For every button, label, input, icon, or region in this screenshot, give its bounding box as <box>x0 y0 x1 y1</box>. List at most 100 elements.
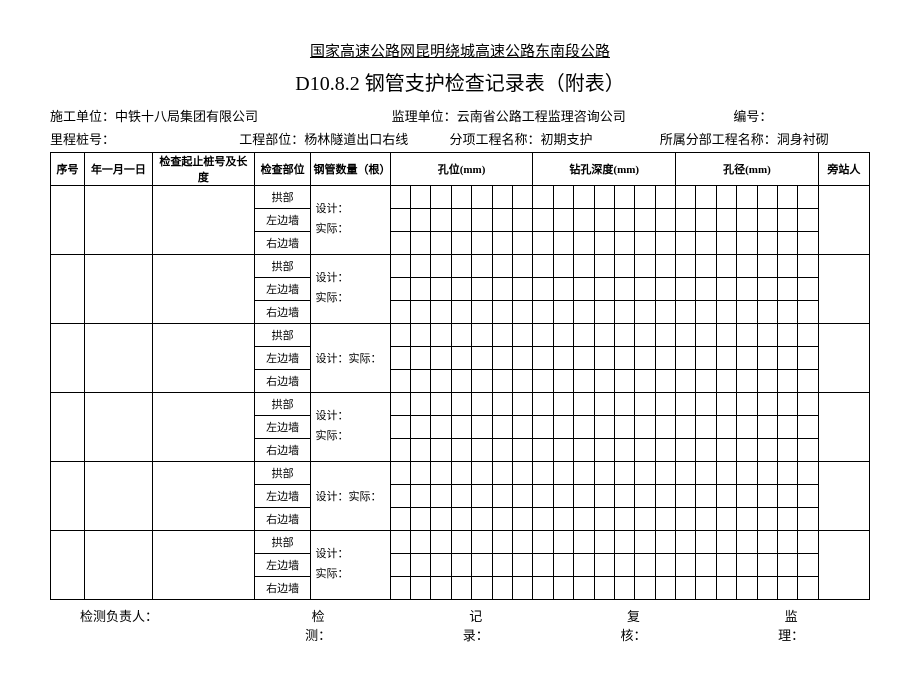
data-cell <box>472 416 492 439</box>
data-cell <box>553 278 573 301</box>
data-cell <box>553 485 573 508</box>
data-cell <box>655 324 675 347</box>
data-cell <box>716 393 736 416</box>
data-cell <box>757 347 777 370</box>
data-cell <box>635 416 655 439</box>
data-cell <box>451 577 471 600</box>
data-cell <box>574 255 594 278</box>
data-cell <box>390 278 410 301</box>
seq-cell <box>51 255 85 324</box>
data-cell <box>390 462 410 485</box>
data-cell <box>614 508 634 531</box>
table-body: 拱部设计：实际：左边墙右边墙拱部设计：实际：左边墙右边墙拱部设计：实际：左边墙右… <box>51 186 870 600</box>
data-cell <box>798 347 818 370</box>
data-cell <box>737 209 757 232</box>
data-cell <box>614 301 634 324</box>
data-cell <box>757 255 777 278</box>
data-cell <box>472 255 492 278</box>
observer-cell <box>818 255 869 324</box>
footer-ji: 记 <box>397 606 555 625</box>
data-cell <box>777 485 797 508</box>
label: 里程桩号： <box>50 132 115 147</box>
data-cell <box>431 439 451 462</box>
data-cell <box>614 439 634 462</box>
data-cell <box>757 278 777 301</box>
data-cell <box>716 462 736 485</box>
data-cell <box>635 554 655 577</box>
footer-ce: 测： <box>239 625 397 644</box>
data-cell <box>757 462 777 485</box>
data-cell <box>798 439 818 462</box>
data-cell <box>655 209 675 232</box>
data-cell <box>798 393 818 416</box>
page-title-line2: D10.8.2 钢管支护检查记录表（附表） <box>50 67 870 96</box>
data-cell <box>411 232 431 255</box>
data-cell <box>737 462 757 485</box>
data-cell <box>716 347 736 370</box>
data-cell <box>492 370 512 393</box>
data-cell <box>411 531 431 554</box>
data-cell <box>757 577 777 600</box>
data-cell <box>533 255 553 278</box>
data-cell <box>737 278 757 301</box>
data-cell <box>390 416 410 439</box>
part-cell: 拱部 <box>254 393 311 416</box>
data-cell <box>614 347 634 370</box>
part-cell: 拱部 <box>254 255 311 278</box>
data-cell <box>533 577 553 600</box>
data-cell <box>635 462 655 485</box>
data-cell <box>431 393 451 416</box>
data-cell <box>472 370 492 393</box>
data-cell <box>676 393 696 416</box>
data-cell <box>737 232 757 255</box>
data-cell <box>512 531 532 554</box>
data-cell <box>737 577 757 600</box>
date-cell <box>84 393 152 462</box>
data-cell <box>574 232 594 255</box>
seq-cell <box>51 186 85 255</box>
data-cell <box>472 439 492 462</box>
date-cell <box>84 462 152 531</box>
data-cell <box>798 531 818 554</box>
data-cell <box>472 347 492 370</box>
data-cell <box>594 531 614 554</box>
data-cell <box>594 485 614 508</box>
footer-row-1: 检测负责人： 检 记 复 监 <box>50 606 870 625</box>
data-cell <box>676 347 696 370</box>
data-cell <box>390 393 410 416</box>
data-cell <box>533 209 553 232</box>
data-cell <box>777 186 797 209</box>
table-row: 拱部设计：实际： <box>51 255 870 278</box>
data-cell <box>757 531 777 554</box>
meta-row-2: 里程桩号： 工程部位：杨林隧道出口右线 分项工程名称：初期支护 所属分部工程名称… <box>50 129 870 148</box>
data-cell <box>553 531 573 554</box>
data-cell <box>512 485 532 508</box>
data-cell <box>411 462 431 485</box>
data-cell <box>431 508 451 531</box>
data-cell <box>451 255 471 278</box>
data-cell <box>676 531 696 554</box>
data-cell <box>594 554 614 577</box>
data-cell <box>635 255 655 278</box>
footer-lu: 录： <box>397 625 555 644</box>
data-cell <box>635 301 655 324</box>
data-cell <box>574 186 594 209</box>
data-cell <box>635 577 655 600</box>
data-cell <box>594 186 614 209</box>
page-title-line1: 国家高速公路网昆明绕城高速公路东南段公路 <box>50 40 870 61</box>
data-cell <box>798 370 818 393</box>
data-cell <box>676 508 696 531</box>
table-row: 拱部设计：实际： <box>51 324 870 347</box>
data-cell <box>757 209 777 232</box>
data-cell <box>411 209 431 232</box>
data-cell <box>757 439 777 462</box>
data-cell <box>472 508 492 531</box>
data-cell <box>635 347 655 370</box>
data-cell <box>716 278 736 301</box>
label: 编号： <box>733 109 772 124</box>
data-cell <box>512 508 532 531</box>
data-cell <box>696 209 716 232</box>
th-seq: 序号 <box>51 153 85 186</box>
data-cell <box>635 439 655 462</box>
data-cell <box>676 416 696 439</box>
